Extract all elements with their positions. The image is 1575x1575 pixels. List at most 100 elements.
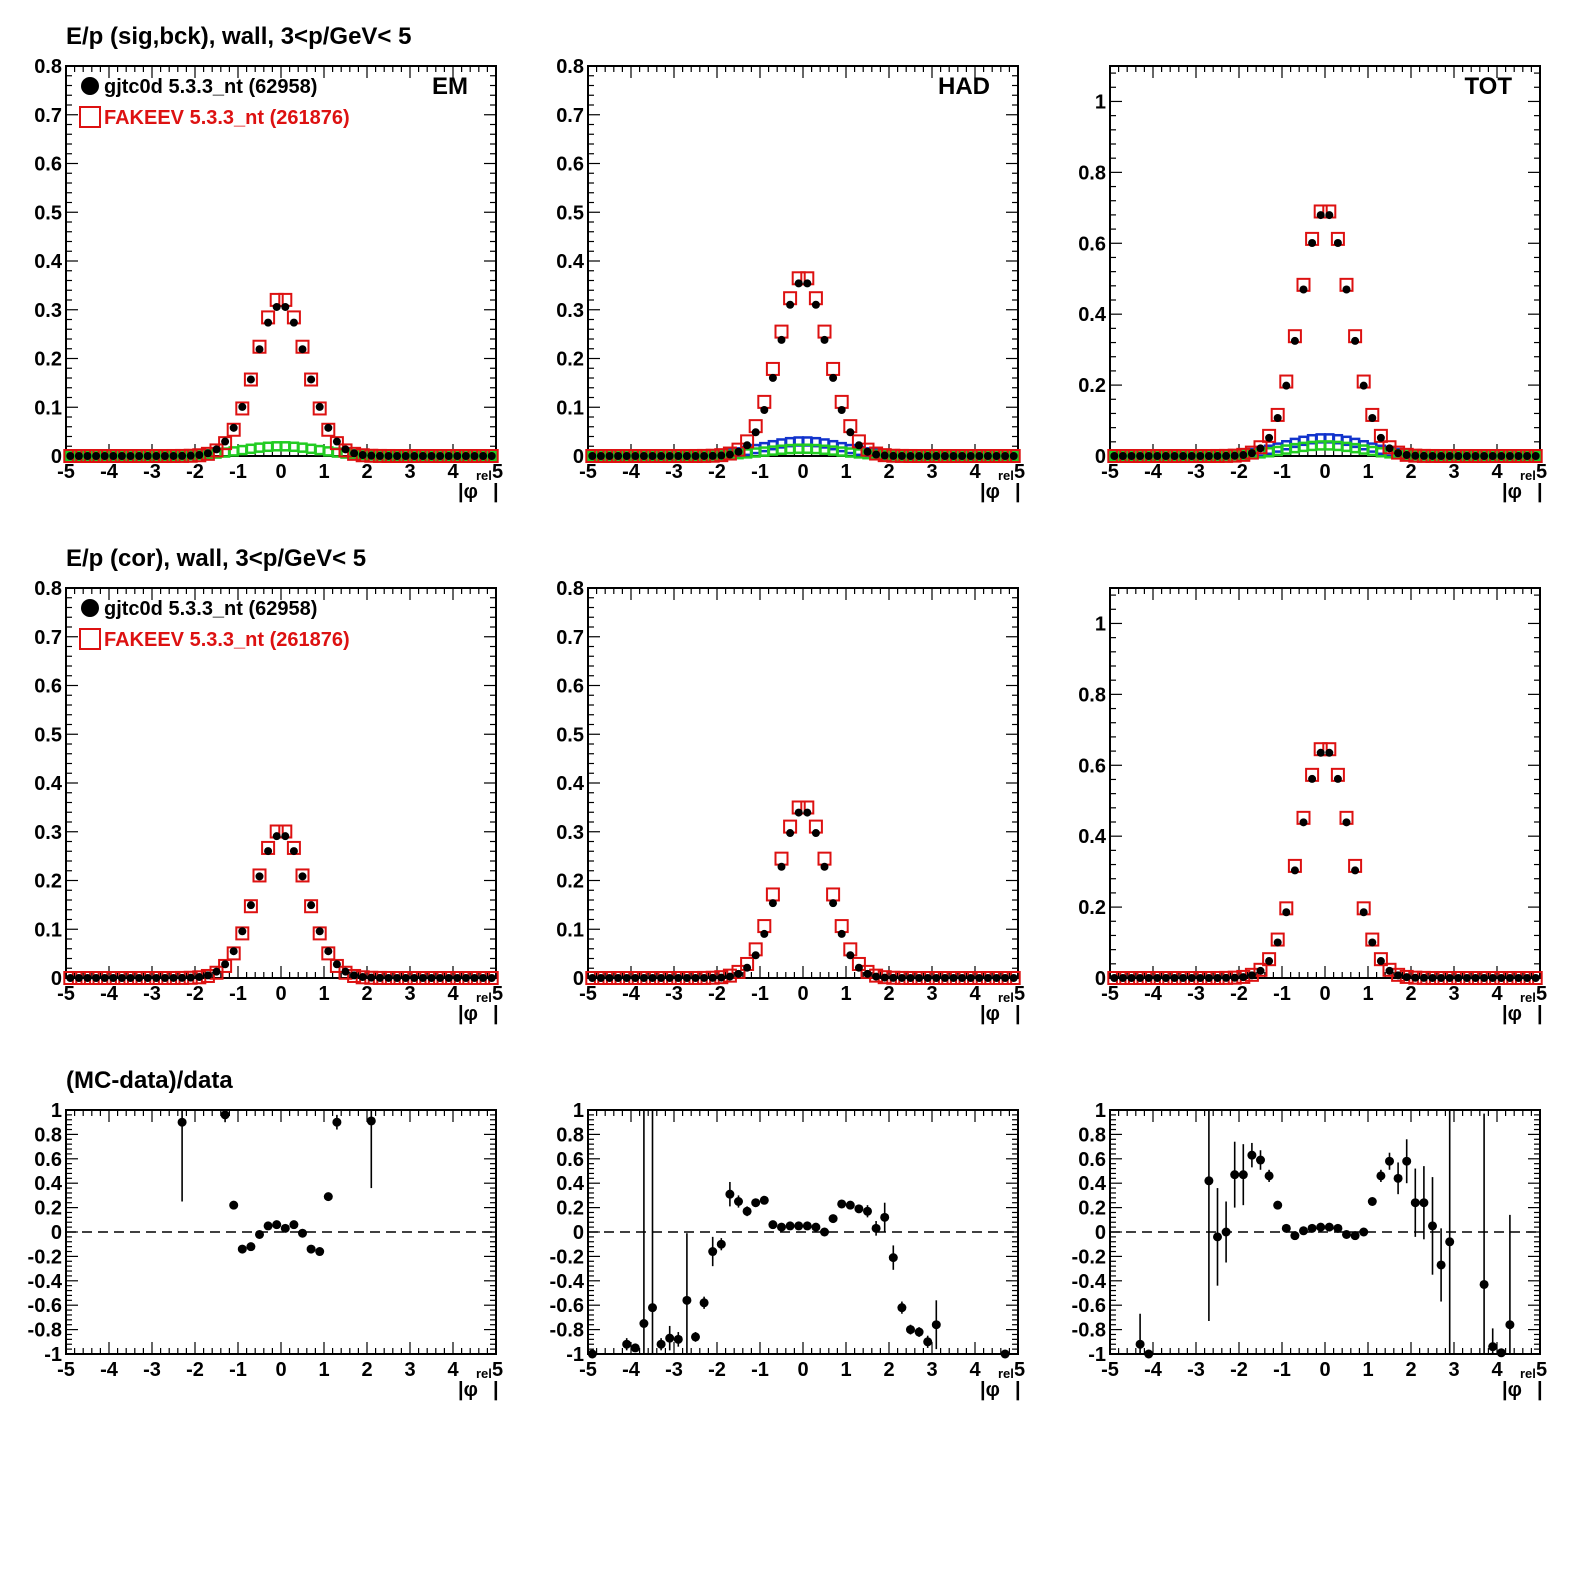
data-marker [436,974,445,982]
x-tick-label: -2 [1230,461,1248,483]
y-tick-label: -0.4 [28,1271,63,1293]
y-tick-label: 0.4 [556,773,585,795]
data-marker [725,972,734,981]
legend: gjtc0d 5.3.3_nt (62958) FAKEEV 5.3.3_nt (… [79,598,350,651]
data-marker [777,862,786,871]
data-marker [238,402,247,411]
data-marker [324,423,333,432]
data-marker [1402,973,1411,982]
x-tick-label: 1 [1362,461,1373,483]
data-marker [1445,451,1454,460]
x-tick-label: -4 [100,1359,119,1381]
data-marker [880,451,889,460]
data-marker [1170,452,1179,460]
y-tick-label: 0.8 [34,1124,62,1146]
y-tick-label: -0.6 [28,1295,62,1317]
data-marker [734,969,743,978]
ratio-point [820,1227,829,1237]
data-marker [410,451,419,460]
row-title-ratio: (MC-data)/data [66,1067,233,1094]
ratio-point [811,1222,821,1232]
data-marker [1110,974,1119,982]
x-axis-label: |φ [458,1003,478,1025]
data-marker [1454,973,1463,982]
data-marker [444,974,453,982]
data-marker [143,973,152,982]
x-tick-label: 4 [447,983,459,1005]
data-marker [66,452,75,460]
y-tick-label: 0.3 [34,822,62,844]
data-marker [1187,973,1196,982]
y-tick-label: 0.6 [556,1149,584,1171]
x-tick-label: 2 [1405,1359,1416,1381]
data-marker [751,428,760,437]
data-marker [1411,451,1420,460]
ratio-point [871,1223,881,1233]
panel-r3c1: -5 -4 -3 -2 -1 0 1 2 3 4 5|φrel|-1-0.8-0.6-0.4-0.2… [28,1100,504,1401]
y-tick-label: 0.8 [556,56,584,78]
data-marker [717,973,726,982]
x-tick-label: 5 [1014,1359,1025,1381]
ratio-point [1505,1320,1515,1330]
y-tick-label: 0.3 [556,822,584,844]
data-marker [410,973,419,982]
data-marker [1488,452,1497,460]
data-marker [350,449,359,458]
data-marker [1437,973,1446,982]
data-marker [923,451,932,460]
data-marker [169,451,178,460]
ratio-point [1307,1223,1317,1233]
data-marker [1419,451,1428,460]
x-tick-label: 5 [1536,983,1547,1005]
x-tick-label: -4 [1144,461,1163,483]
y-tick-label: 0.4 [556,1173,585,1195]
data-marker [375,973,384,982]
x-tick-label: 5 [492,1359,503,1381]
x-tick-label: -3 [1187,461,1205,483]
legend-data-marker [81,77,99,95]
x-axis-label: |φ [980,1003,1000,1025]
band-marker-green [827,445,839,456]
data-marker [1428,451,1437,460]
mc-marker [1373,952,1388,967]
y-tick-label: -1 [566,1344,584,1366]
band-marker-green [793,443,804,454]
data-marker [1179,974,1188,982]
ratio-point [1479,1279,1489,1289]
x-tick-label: -2 [708,461,726,483]
x-tick-label: 0 [1319,461,1330,483]
x-tick-label: -1 [751,1359,769,1381]
data-marker [639,974,648,982]
data-marker [135,973,144,982]
data-marker [203,971,212,980]
ratio-point [854,1204,864,1214]
x-tick-label: 3 [926,461,937,483]
band-marker-green [254,442,265,453]
ratio-point [656,1339,666,1349]
ratio-point [682,1295,692,1305]
data-marker [966,974,975,982]
x-tick-label: -1 [1273,1359,1291,1381]
data-marker [837,929,846,938]
ratio-point [1496,1348,1506,1358]
x-tick-label: 3 [404,983,415,1005]
data-marker [803,279,812,288]
data-marker [126,452,135,460]
data-marker [1523,452,1532,460]
data-marker [487,452,496,460]
x-tick-label: 1 [840,461,851,483]
data-marker [418,973,427,982]
data-marker [811,300,820,309]
band-marker-green [819,444,830,455]
y-tick-label: 0.6 [1078,233,1106,255]
data-marker [1144,452,1153,460]
y-tick-label: 0 [573,968,584,990]
legend: gjtc0d 5.3.3_nt (62958) FAKEEV 5.3.3_nt (… [79,76,350,129]
data-marker [1265,957,1274,966]
data-marker [1170,974,1179,982]
data-marker [126,974,135,982]
data-marker [1222,973,1231,982]
data-marker [725,450,734,459]
data-marker [264,318,273,327]
data-marker [427,452,436,460]
